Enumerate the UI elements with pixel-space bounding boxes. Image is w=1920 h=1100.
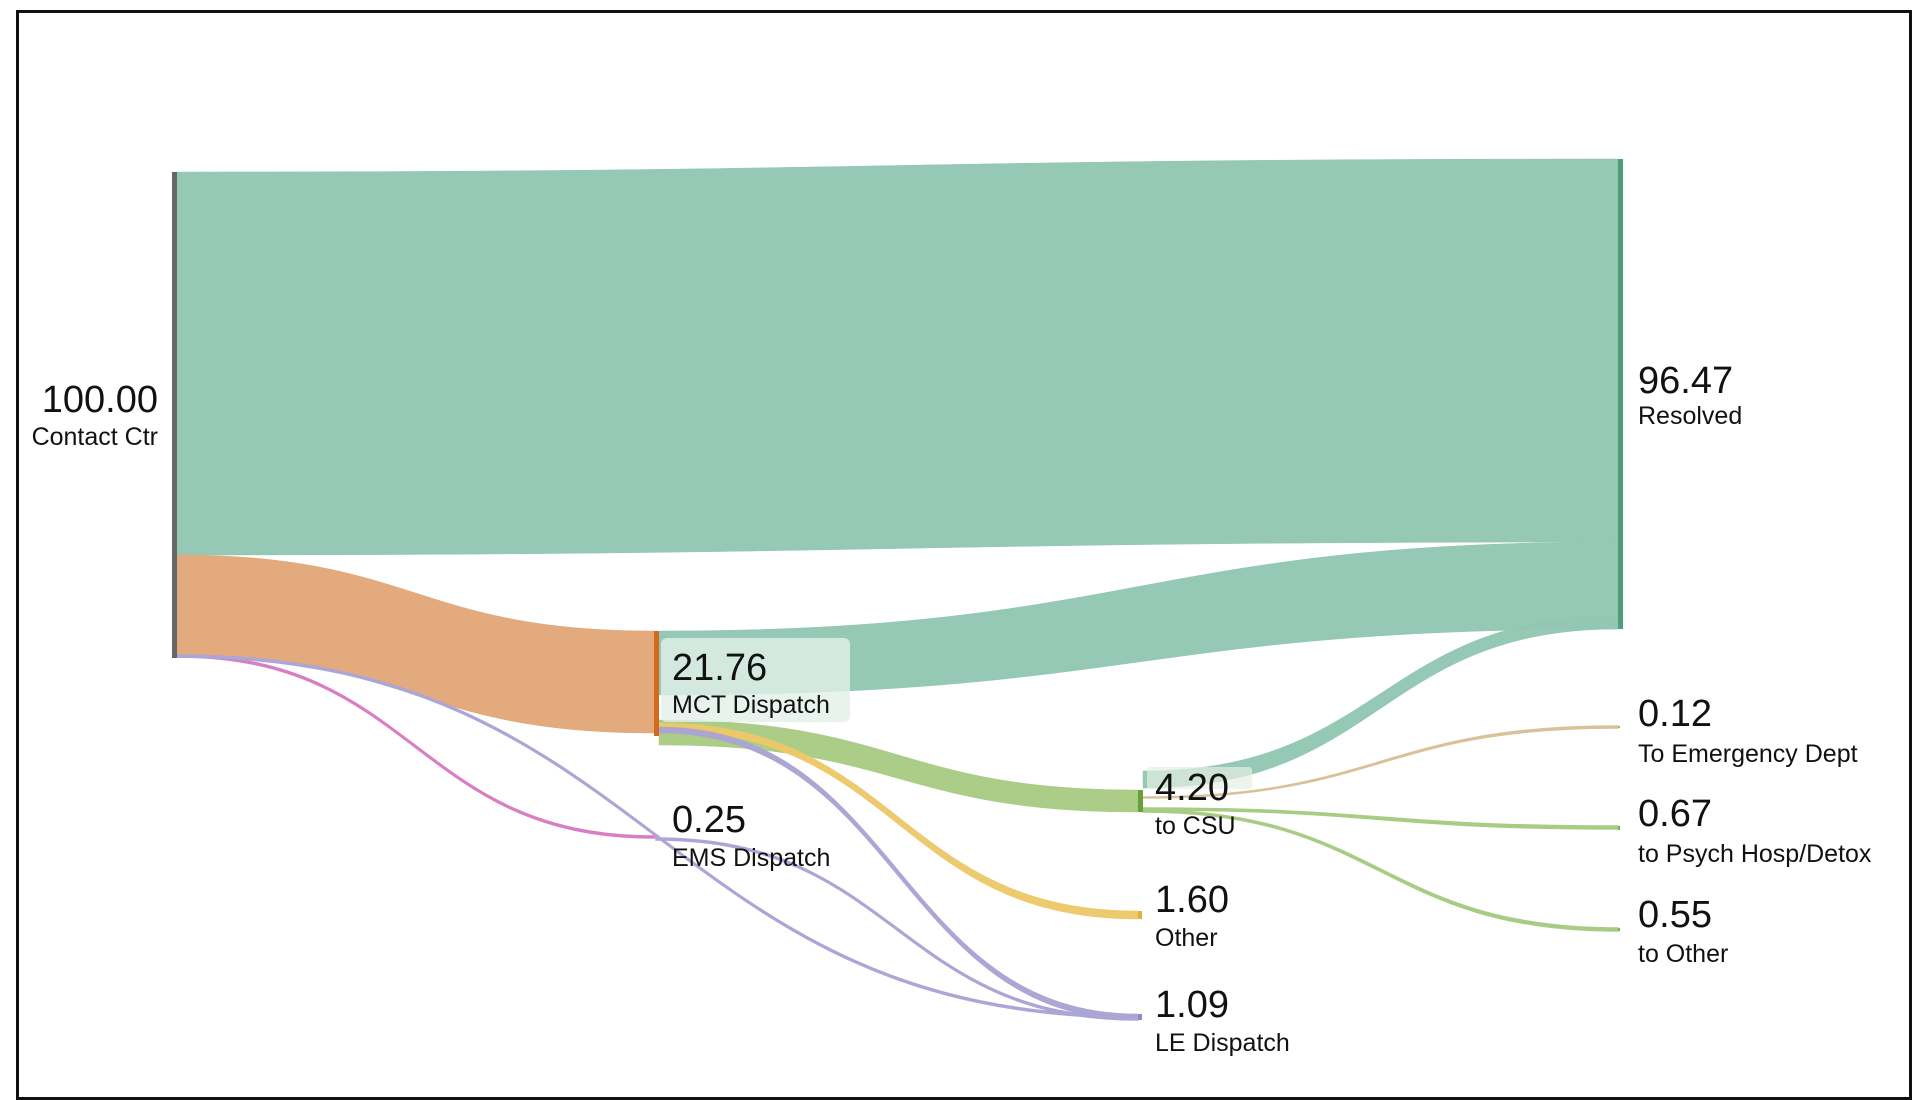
node-bar-resolved [1618, 159, 1623, 629]
node-value-psych: 0.67 [1638, 793, 1712, 835]
node-value-contact: 100.00 [42, 379, 158, 421]
node-value-tother: 0.55 [1638, 894, 1712, 936]
node-bar-le [1138, 1014, 1142, 1020]
node-value-csu: 4.20 [1155, 767, 1229, 809]
node-bar-psych [1618, 826, 1620, 830]
node-label-resolved: Resolved [1638, 402, 1742, 430]
node-value-ems: 0.25 [672, 799, 746, 841]
node-value-resolved: 96.47 [1638, 360, 1733, 402]
links-layer [176, 158, 1619, 1021]
node-label-csu: to CSU [1155, 812, 1236, 840]
link-contact-to-resolved [176, 158, 1619, 556]
node-bar-ems [654, 834, 656, 838]
link-contact-to-mct [176, 554, 655, 734]
node-label-ed: To Emergency Dept [1638, 740, 1858, 768]
labels-layer: 100.00 Contact Ctr 21.76 MCT Dispatch 0.… [32, 360, 1872, 1057]
node-bar-csu [1138, 790, 1143, 812]
node-bar-tother [1618, 928, 1620, 931]
node-label-mct: MCT Dispatch [672, 691, 830, 719]
csu-label-highlight [1147, 767, 1252, 789]
node-label-ems: EMS Dispatch [672, 844, 830, 872]
node-label-contact: Contact Ctr [32, 423, 158, 451]
node-bar-mct [654, 631, 659, 736]
node-bar-other [1138, 911, 1142, 919]
node-label-psych: to Psych Hosp/Detox [1638, 840, 1872, 868]
mct-label-highlight [661, 638, 850, 722]
node-bar-contact [172, 172, 177, 658]
node-label-tother: to Other [1638, 940, 1728, 968]
node-label-le: LE Dispatch [1155, 1029, 1290, 1057]
node-value-le: 1.09 [1155, 984, 1229, 1026]
node-value-ed: 0.12 [1638, 693, 1712, 735]
node-value-other: 1.60 [1155, 879, 1229, 921]
node-bar-ed [1618, 726, 1620, 728]
node-value-mct: 21.76 [672, 647, 767, 689]
node-label-other: Other [1155, 924, 1218, 952]
nodes-layer [172, 159, 1623, 1020]
